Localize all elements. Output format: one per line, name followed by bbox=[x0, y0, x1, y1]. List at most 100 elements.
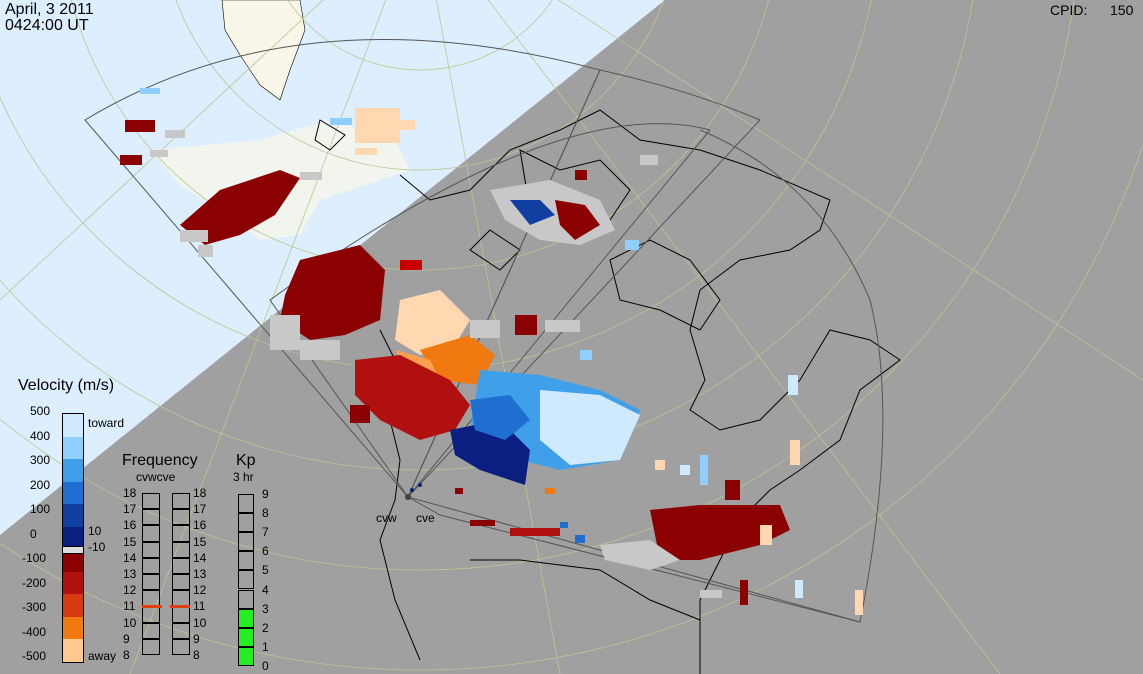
frequency-tick-left: 9 bbox=[123, 631, 130, 646]
kp-tick-label: 3 bbox=[262, 601, 269, 616]
velocity-tick-label: 300 bbox=[30, 453, 51, 467]
frequency-tick-left: 17 bbox=[123, 502, 137, 517]
frequency-tick-right: 12 bbox=[193, 583, 207, 598]
velocity-color-segment bbox=[63, 481, 83, 505]
kp-cell bbox=[238, 551, 254, 571]
frequency-tick-left: 11 bbox=[123, 599, 136, 614]
cve-freq-cell bbox=[172, 622, 190, 639]
velocity-tick-label: 200 bbox=[30, 477, 51, 492]
cve-freq-cell bbox=[172, 509, 190, 526]
coastlines bbox=[314, 109, 901, 674]
kp-cell bbox=[238, 646, 254, 666]
cvw-freq-cell bbox=[142, 574, 160, 591]
velocity-color-segment bbox=[63, 414, 83, 437]
kp-tick-label: 4 bbox=[262, 582, 269, 597]
kp-tick-label: 8 bbox=[262, 506, 269, 521]
frequency-tick-left: 8 bbox=[123, 648, 130, 662]
frequency-tick-left: 16 bbox=[123, 518, 137, 533]
kp-tick-label: 9 bbox=[262, 487, 269, 501]
cpid-label: CPID: bbox=[1050, 2, 1088, 18]
velocity-tick-label: -300 bbox=[22, 600, 47, 614]
frequency-tick-left: 18 bbox=[123, 486, 137, 500]
cve-freq-cell bbox=[172, 574, 190, 591]
frequency-tick-right: 14 bbox=[193, 550, 207, 565]
velocity-color-segment bbox=[63, 594, 83, 617]
frequency-title: Frequency bbox=[122, 452, 198, 469]
velocity-color-segment bbox=[63, 571, 83, 595]
kp-tick-label: 1 bbox=[262, 639, 269, 654]
frequency-tick-left: 12 bbox=[123, 583, 137, 598]
frequency-tick-right: 15 bbox=[193, 534, 207, 549]
velocity-tick-label: -500 bbox=[22, 649, 47, 663]
kp-tick-label: 7 bbox=[262, 525, 269, 540]
velocity-tick-label: -200 bbox=[22, 575, 47, 590]
frequency-tick-left: 10 bbox=[123, 615, 137, 630]
velocity-tick-label: 100 bbox=[30, 502, 51, 516]
cve-freq-cell bbox=[172, 493, 190, 510]
kp-tick-label: 6 bbox=[262, 544, 269, 559]
cvw-freq-cell bbox=[142, 590, 160, 607]
velocity-colorbar bbox=[62, 413, 84, 663]
frequency-tick-left: 13 bbox=[123, 567, 137, 581]
cvw-freq-cell bbox=[142, 493, 160, 510]
frequency-tick-left: 15 bbox=[123, 534, 137, 549]
frequency-tick-right: 16 bbox=[193, 518, 207, 533]
cve-freq-cell bbox=[172, 638, 190, 655]
velocity-color-segment bbox=[63, 504, 83, 527]
velocity-tick-label: -100 bbox=[22, 551, 47, 565]
radar-label-cve: cve bbox=[416, 511, 435, 525]
kp-cell bbox=[238, 570, 254, 590]
land-greenland bbox=[221, 0, 306, 101]
time-label: 0424:00 UT bbox=[5, 17, 89, 34]
kp-cell bbox=[238, 532, 254, 552]
frequency-tick-right: 8 bbox=[193, 648, 200, 662]
cvw-freq-cell bbox=[142, 606, 160, 623]
velocity-toward-label: toward bbox=[88, 416, 125, 430]
velocity-tick-label: 400 bbox=[30, 428, 51, 443]
cvw-freq-marker bbox=[142, 605, 162, 609]
frequency-tick-left: 14 bbox=[123, 550, 137, 565]
kp-subtitle: 3 hr bbox=[233, 470, 254, 484]
velocity-color-segment bbox=[63, 549, 83, 572]
frequency-tick-right: 17 bbox=[193, 502, 207, 517]
cvw-freq-cell bbox=[142, 509, 160, 526]
cvw-freq-cell bbox=[142, 541, 160, 558]
echo-patches bbox=[120, 88, 863, 615]
kp-cell bbox=[238, 513, 254, 533]
frequency-tick-right: 13 bbox=[193, 567, 207, 581]
velocity-tick-label: -400 bbox=[22, 624, 47, 639]
kp-tick-label: 5 bbox=[262, 563, 269, 578]
cvw-freq-cell bbox=[142, 525, 160, 542]
frequency-tick-right: 18 bbox=[193, 486, 207, 500]
cve-freq-cell bbox=[172, 541, 190, 558]
velocity-color-segment bbox=[63, 436, 83, 460]
radar-sites bbox=[405, 483, 422, 500]
velocity-zero-band bbox=[63, 546, 83, 555]
velocity-color-segment bbox=[63, 526, 83, 550]
frequency-tick-right: 9 bbox=[193, 631, 200, 646]
velocity-away-label: away bbox=[88, 649, 117, 663]
velocity-scale-title: Velocity (m/s) bbox=[18, 377, 115, 394]
kp-tick-label: 2 bbox=[262, 620, 269, 635]
radar-label-cvw: cvw bbox=[376, 511, 397, 525]
kp-tick-label: 0 bbox=[262, 658, 269, 673]
cve-freq-cell bbox=[172, 557, 190, 574]
kp-cell bbox=[238, 494, 254, 514]
velocity-color-segment bbox=[63, 639, 83, 662]
velocity-threshold-pos: 10 bbox=[88, 524, 102, 538]
velocity-tick-label: 500 bbox=[30, 404, 51, 418]
velocity-color-segment bbox=[63, 616, 83, 640]
frequency-subtitle: cvwcve bbox=[136, 470, 176, 484]
kp-cell bbox=[238, 627, 254, 647]
cve-freq-cell bbox=[172, 525, 190, 542]
kp-title: Kp bbox=[236, 452, 256, 469]
kp-cell bbox=[238, 589, 254, 609]
frequency-tick-right: 10 bbox=[193, 615, 207, 630]
frequency-tick-right: 11 bbox=[193, 599, 206, 614]
cve-freq-marker bbox=[170, 605, 190, 609]
velocity-tick-label: 0 bbox=[30, 526, 37, 541]
date-label: April, 3 2011 bbox=[5, 1, 94, 18]
cvw-freq-cell bbox=[142, 622, 160, 639]
cvw-freq-cell bbox=[142, 638, 160, 655]
